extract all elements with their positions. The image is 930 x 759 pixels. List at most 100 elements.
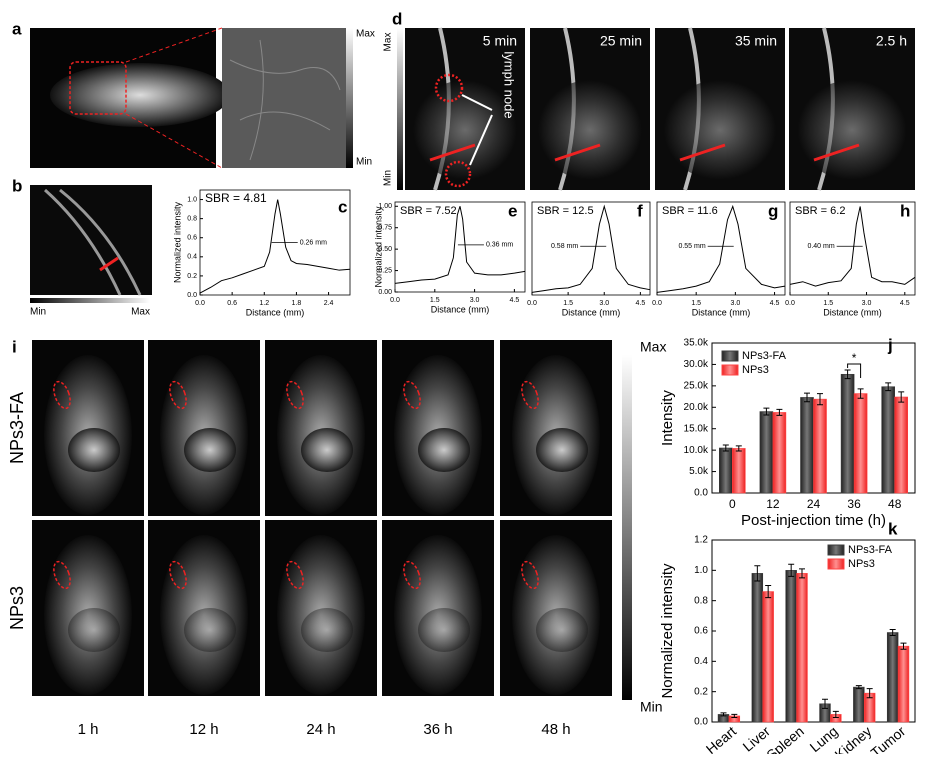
x-tick-label: 0.0 <box>195 300 205 307</box>
colorbar-label: Max <box>640 339 666 355</box>
colorbar <box>622 355 632 700</box>
time-label: 1 h <box>78 721 99 738</box>
bar <box>886 632 899 723</box>
row-label: NPs3 <box>7 586 27 630</box>
plot-frame <box>656 201 786 296</box>
legend-swatch <box>721 364 739 376</box>
roi <box>403 560 421 590</box>
bar <box>719 447 733 494</box>
image-organ <box>301 428 353 472</box>
profile-line <box>199 199 351 294</box>
plot-frame <box>789 201 916 296</box>
colorbar <box>397 28 403 190</box>
bar <box>731 448 746 494</box>
colorbar <box>346 28 353 168</box>
panel-label: j <box>887 335 893 354</box>
zoom-line <box>125 27 223 63</box>
error-bar <box>857 388 864 399</box>
roi <box>434 73 464 103</box>
error-bar <box>754 565 761 582</box>
zoom-line <box>125 113 223 169</box>
image-zoom <box>222 28 346 168</box>
vessels <box>44 188 142 296</box>
bar <box>897 645 910 723</box>
panel-label: b <box>12 176 22 195</box>
x-axis-label: Distance (mm) <box>692 307 751 317</box>
roi <box>403 380 421 410</box>
y-tick-label: 0.0 <box>694 488 708 499</box>
x-tick-label: 12 <box>766 497 780 511</box>
x-tick-label: 3.0 <box>599 300 609 307</box>
x-tick-label: 0.0 <box>785 300 795 307</box>
panel-label: g <box>768 201 778 220</box>
roi <box>169 560 187 590</box>
error-bar <box>763 407 770 416</box>
plot-frame <box>711 539 916 723</box>
y-tick-label: 30.0k <box>684 359 709 370</box>
image-organ <box>536 608 588 652</box>
roi <box>53 560 71 590</box>
bar <box>762 591 774 723</box>
panel-label: e <box>508 201 517 220</box>
annotation: lymph node <box>502 51 517 118</box>
error-bar <box>898 391 905 403</box>
y-tick-label: 5.0k <box>689 466 709 477</box>
x-tick-label: 4.5 <box>636 300 646 307</box>
annotation: 0.26 mm <box>300 239 327 246</box>
image-organ <box>301 608 353 652</box>
bar <box>853 686 865 723</box>
error-bar <box>889 628 896 637</box>
colorbar <box>30 298 150 303</box>
x-axis-label: Distance (mm) <box>246 307 305 317</box>
legend-label: NPs3-FA <box>848 544 893 556</box>
time-label: 48 h <box>541 721 570 738</box>
plot-frame <box>199 189 351 296</box>
bar <box>813 398 827 494</box>
annotation: SBR = 11.6 <box>662 205 718 217</box>
bar <box>796 573 808 723</box>
bar <box>881 386 896 494</box>
y-axis-label: Normalized intensity <box>172 201 182 283</box>
colorbar-label: Min <box>356 157 372 168</box>
bar <box>853 393 868 494</box>
y-tick-label: 1.2 <box>694 535 708 546</box>
x-tick-label: 1.5 <box>691 300 701 307</box>
y-tick-label: 0.0 <box>694 717 708 728</box>
error-bar <box>866 688 873 699</box>
y-tick-label: 0.8 <box>694 595 708 606</box>
x-tick-label: 0.6 <box>227 300 237 307</box>
plot-frame <box>531 201 651 296</box>
image-organ <box>418 608 470 652</box>
bar <box>759 411 774 494</box>
x-tick-label: 48 <box>888 497 902 511</box>
legend-swatch <box>721 350 739 362</box>
annotation: 0.55 mm <box>678 243 705 250</box>
image-organ <box>68 428 120 472</box>
error-bar <box>776 408 783 416</box>
annotation: 0.58 mm <box>551 243 578 250</box>
profile-line <box>813 143 860 162</box>
annotation: 0.36 mm <box>486 242 513 249</box>
y-tick-label: 0.2 <box>694 686 708 697</box>
x-tick-label: 1.8 <box>292 300 302 307</box>
image-glow <box>412 80 518 180</box>
plot-frame <box>394 201 526 293</box>
profile-line <box>394 206 526 284</box>
error-bar <box>832 710 839 718</box>
error-bar <box>816 393 823 406</box>
annotation: SBR = 12.5 <box>537 205 594 217</box>
image-organ <box>184 428 236 472</box>
x-tick-label: 36 <box>847 497 861 511</box>
y-tick-label: 0.4 <box>694 656 708 667</box>
bar <box>785 570 797 723</box>
y-tick-label: 20.0k <box>684 402 709 413</box>
y-axis-label: Normalized intensity <box>659 563 676 699</box>
x-tick-label: 0 <box>729 497 736 511</box>
roi <box>521 560 539 590</box>
annotation: * <box>852 351 857 365</box>
x-tick-label: 3.0 <box>731 300 741 307</box>
x-axis-label: Post-injection time (h) <box>741 512 886 529</box>
time-label: 25 min <box>600 33 642 49</box>
image-glow <box>797 80 907 180</box>
time-label: 2.5 h <box>876 33 907 49</box>
